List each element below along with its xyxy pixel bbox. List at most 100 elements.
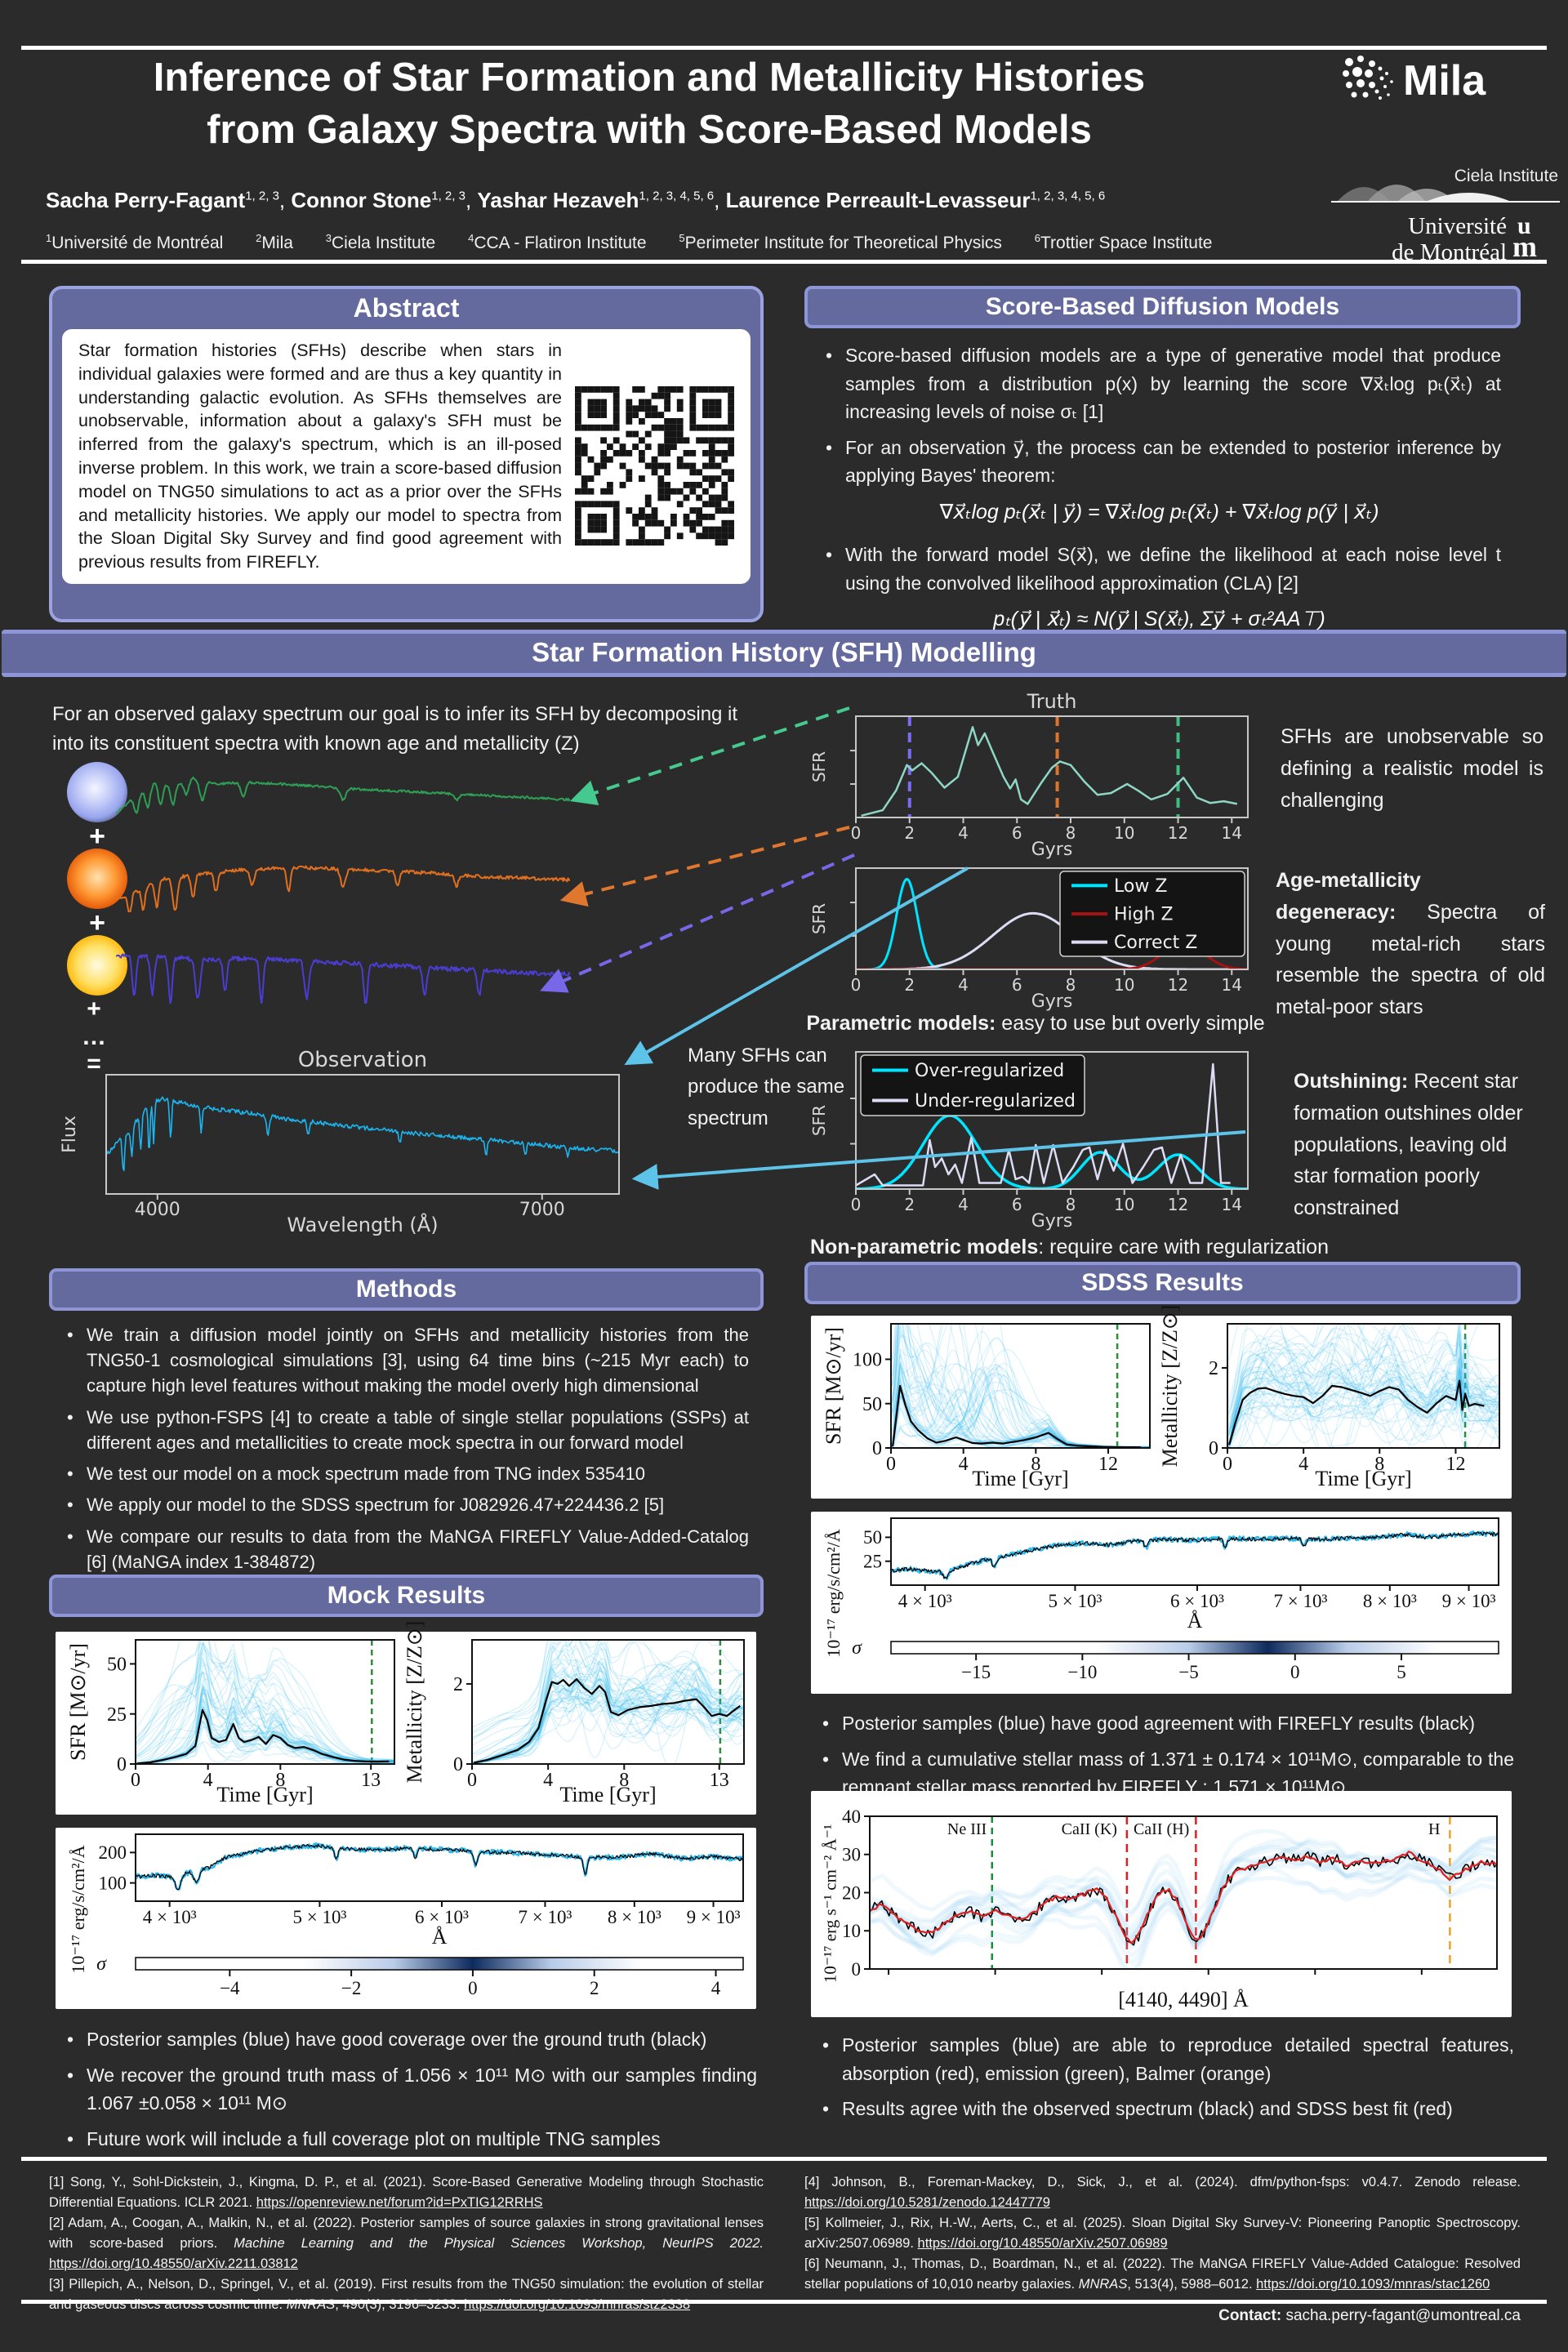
svg-text:Metallicity [Z/Z⊙]: Metallicity [Z/Z⊙] (1158, 1305, 1182, 1468)
svg-text:20: 20 (842, 1882, 861, 1903)
svg-text:Time [Gyr]: Time [Gyr] (216, 1783, 313, 1806)
svg-text:40: 40 (842, 1806, 861, 1827)
mila-logo-text: Mila (1403, 57, 1486, 105)
svg-text:2: 2 (904, 975, 915, 995)
svg-text:4: 4 (543, 1770, 553, 1791)
score-body: Score-based diffusion models are a type … (804, 328, 1521, 635)
reference: [1] Song, Y., Sohl-Dickstein, J., Kingma… (49, 2175, 764, 2211)
svg-text:−2: −2 (341, 1978, 361, 1998)
svg-text:2: 2 (590, 1978, 599, 1998)
svg-text:Gyrs: Gyrs (1031, 1211, 1073, 1232)
svg-text:Time [Gyr]: Time [Gyr] (972, 1467, 1068, 1490)
reference: [6] Neumann, J., Thomas, D., Boardman, N… (804, 2256, 1521, 2292)
svg-text:50: 50 (862, 1394, 882, 1415)
svg-text:10: 10 (1114, 975, 1134, 995)
title-line-2: from Galaxy Spectra with Score-Based Mod… (207, 107, 1092, 152)
reference-link[interactable]: https://doi.org/10.5281/zenodo.12447779 (804, 2195, 1050, 2211)
svg-text:14: 14 (1222, 1195, 1242, 1214)
nonparametric-caption: Non-parametric models: require care with… (810, 1236, 1329, 1258)
contact-line: Contact: sacha.perry-fagant@umontreal.ca (1218, 2307, 1521, 2325)
udem-logo-text-1: Université (1408, 213, 1507, 239)
abstract-body: Star formation histories (SFHs) describe… (62, 329, 751, 584)
sdss-flux-axis-label: 10⁻¹⁷ erg/s/cm²/Å (823, 1529, 844, 1658)
svg-text:7 × 10³: 7 × 10³ (1274, 1591, 1328, 1611)
svg-text:0: 0 (453, 1754, 463, 1775)
plus-dots-equals: +… = (82, 996, 106, 1078)
svg-text:50: 50 (107, 1655, 127, 1676)
mock-timeplots-figure: 0 4 8 13 0 25 50 Time [Gyr] SFR [M⊙/yr] 0 4 8 13 0 2 T… (56, 1621, 756, 1815)
udem-logo: Université de Montréal u m (1392, 212, 1537, 265)
parametric-caption: Parametric models: easy to use but overl… (806, 1012, 1265, 1035)
svg-text:6: 6 (1012, 975, 1022, 995)
svg-text:14: 14 (1222, 823, 1242, 843)
affiliation: 2Mila (256, 232, 293, 252)
svg-text:2: 2 (453, 1674, 463, 1695)
svg-text:2: 2 (1209, 1358, 1218, 1379)
svg-text:−15: −15 (961, 1662, 991, 1682)
svg-text:Time [Gyr]: Time [Gyr] (1315, 1467, 1411, 1490)
ssp-spectrum-indigo-chart (116, 953, 570, 1004)
svg-text:10: 10 (1114, 1195, 1134, 1214)
reference-link[interactable]: https://doi.org/10.48550/arXiv.2211.0381… (49, 2256, 298, 2272)
svg-text:6: 6 (1012, 823, 1022, 843)
mock-bullet: Posterior samples (blue) have good cover… (59, 2025, 757, 2054)
svg-text:[4140, 4490] Å: [4140, 4490] Å (1118, 1988, 1249, 2011)
sfh-intro: For an observed galaxy spectrum our goal… (52, 703, 738, 755)
svg-text:25: 25 (107, 1704, 127, 1726)
bayes-formula: ∇x⃗ₜlog pₜ(x⃗ₜ | y⃗) = ∇x⃗ₜlog pₜ(x⃗ₜ) +… (939, 500, 1379, 523)
mock-flux-axis-label: 10⁻¹⁷ erg/s/cm²/Å (68, 1845, 88, 1974)
reference-link[interactable]: https://openreview.net/forum?id=PxTIG12R… (256, 2195, 543, 2211)
reference-link[interactable]: https://doi.org/10.1093/mnras/stac1260 (1256, 2277, 1490, 2292)
affiliation: 1Université de Montréal (46, 232, 224, 252)
abstract-title: Abstract (353, 293, 460, 323)
svg-text:4: 4 (959, 1454, 969, 1475)
svg-text:9 × 10³: 9 × 10³ (1442, 1591, 1496, 1611)
svg-text:σ: σ (852, 1637, 862, 1659)
mila-logo: Mila (1343, 56, 1486, 105)
contact-email[interactable]: sacha.perry-fagant@umontreal.ca (1281, 2307, 1521, 2325)
reference: [5] Kollmeier, J., Rix, H.-W., Aerts, C.… (804, 2216, 1521, 2252)
authors-line: Sacha Perry-Fagant1, 2, 3, Connor Stone1… (46, 188, 1105, 213)
svg-text:30: 30 (842, 1845, 861, 1865)
svg-text:5 × 10³: 5 × 10³ (292, 1907, 346, 1927)
poster-title: Inference of Star Formation and Metallic… (33, 52, 1266, 156)
sfh-section: Star Formation History (SFH) Modelling F… (0, 630, 1568, 1262)
ciela-logo-text: Ciela Institute (1454, 167, 1558, 185)
mock-results-panel: Mock Results 0 4 8 13 0 25 50 Time [Gyr] SFR [M⊙… (49, 1575, 764, 2158)
svg-text:Under-regularized: Under-regularized (915, 1091, 1076, 1111)
affiliation: 4CCA - Flatiron Institute (468, 232, 647, 252)
svg-text:4: 4 (1298, 1454, 1308, 1475)
author: Yashar Hezaveh1, 2, 3, 4, 5, 6, (477, 188, 726, 212)
mock-title: Mock Results (49, 1575, 764, 1617)
svg-text:σ: σ (96, 1953, 107, 1975)
svg-text:Ne III: Ne III (947, 1820, 987, 1838)
svg-text:SFR: SFR (809, 903, 829, 934)
svg-text:0: 0 (1209, 1438, 1218, 1459)
svg-text:H: H (1428, 1820, 1440, 1838)
methods-bullet: We train a diffusion model jointly on SF… (59, 1322, 749, 1399)
abstract-panel: Abstract Star formation histories (SFHs)… (49, 286, 764, 622)
sfh-title: Star Formation History (SFH) Modelling (2, 630, 1566, 677)
svg-text:7000: 7000 (519, 1200, 565, 1220)
svg-text:Over-regularized: Over-regularized (915, 1061, 1064, 1081)
methods-body: We train a diffusion model jointly on SF… (49, 1311, 764, 1575)
svg-text:5 × 10³: 5 × 10³ (1048, 1591, 1102, 1611)
sdss-spectrum-chart: 4 × 10³ 5 × 10³ 6 × 10³ 7 × 10³ 8 × 10³ 9 × 1… (863, 1517, 1499, 1633)
qr-code (575, 386, 734, 546)
features-flux-axis-label: 10⁻¹⁷ erg s⁻¹ cm⁻² Å⁻¹ (820, 1824, 840, 1984)
header-bottom-rule (21, 260, 1547, 264)
svg-text:0: 0 (851, 1195, 862, 1214)
svg-text:50: 50 (863, 1527, 882, 1548)
sdss-sigma-colorbar: −15 −10 −5 0 5 σ (852, 1637, 1499, 1682)
svg-text:0: 0 (1223, 1454, 1232, 1475)
author: Connor Stone1, 2, 3, (291, 188, 478, 212)
footer-top-rule (21, 2157, 1547, 2161)
svg-text:High Z: High Z (1114, 904, 1174, 924)
svg-text:−10: −10 (1067, 1662, 1097, 1682)
mock-bullet: We recover the ground truth mass of 1.05… (59, 2061, 757, 2118)
reference-link[interactable]: https://doi.org/10.48550/arXiv.2507.0698… (917, 2236, 1168, 2252)
mock-sigma-colorbar: −4 −2 0 2 4 σ (96, 1953, 744, 1998)
svg-text:10: 10 (1114, 823, 1134, 843)
svg-text:Correct Z: Correct Z (1114, 933, 1197, 953)
author: Sacha Perry-Fagant1, 2, 3, (46, 188, 292, 212)
